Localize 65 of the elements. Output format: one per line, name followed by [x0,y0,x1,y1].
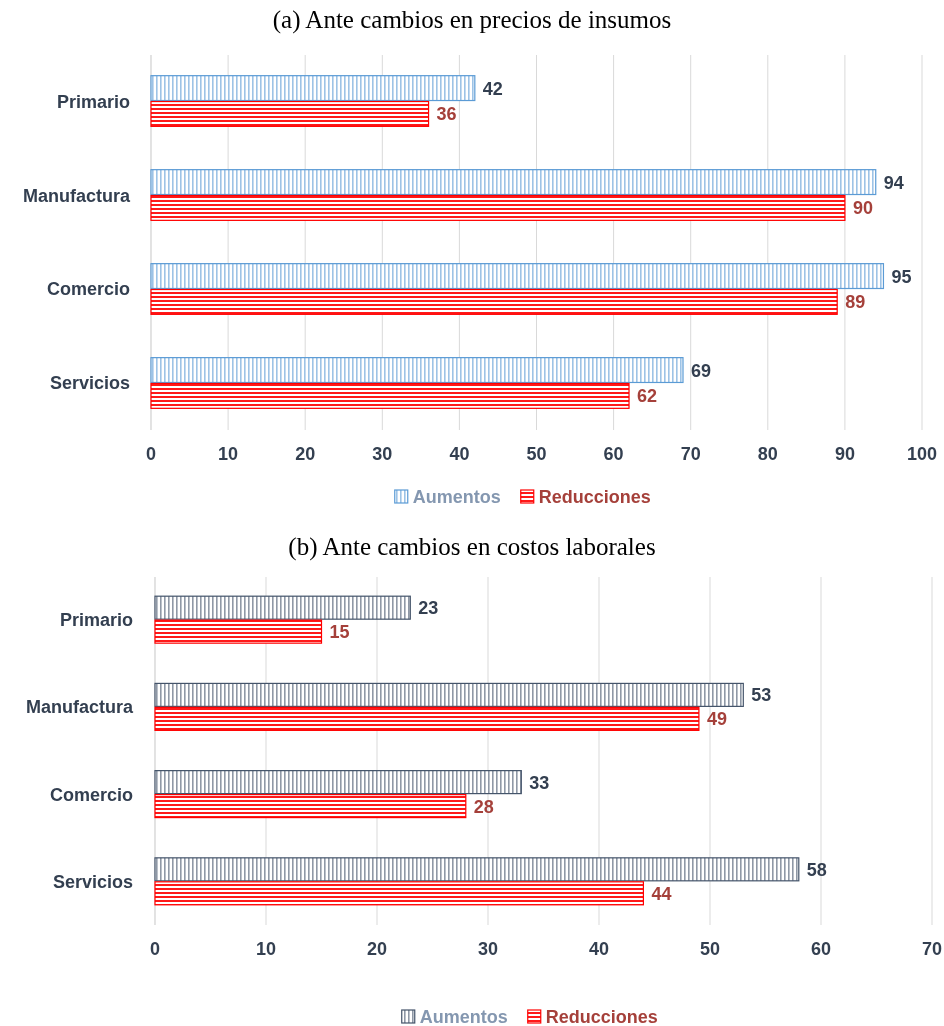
x-tick-label: 10 [218,444,239,464]
data-label: 28 [473,796,494,817]
legend-label: Reducciones [538,487,651,507]
y-tick-label: Servicios [52,871,133,892]
data-label: 15 [329,622,350,643]
x-tick-label: 90 [834,444,855,464]
legend-label: Aumentos [419,1007,508,1026]
data-label: 53 [751,685,772,706]
x-tick-label: 30 [372,444,393,464]
x-tick-label: 50 [699,939,721,959]
y-tick-label: Servicios [49,373,130,394]
bar [154,619,323,644]
bar [154,595,411,620]
bar [154,881,644,906]
x-tick-label: 0 [149,939,161,959]
x-tick-label: 80 [757,444,778,464]
legend-label: Aumentos [412,487,501,507]
y-tick-label: Primario [59,610,133,631]
bar [150,263,885,290]
bar [154,682,744,707]
x-tick-label: 60 [603,444,624,464]
data-label: 95 [891,266,912,287]
bar [150,194,846,221]
x-tick-label: 70 [921,939,943,959]
data-label: 23 [418,598,439,619]
x-tick-label: 40 [588,939,610,959]
x-tick-label: 20 [295,444,316,464]
bar [150,75,476,102]
bar [150,382,630,409]
y-tick-label: Comercio [46,279,130,300]
y-tick-label: Primario [56,91,130,112]
data-label: 33 [529,772,550,793]
data-label: 90 [852,198,873,219]
data-label: 58 [806,859,827,880]
x-tick-label: 20 [366,939,388,959]
x-tick-label: 0 [145,444,157,464]
x-tick-label: 70 [680,444,701,464]
x-tick-label: 30 [477,939,499,959]
data-label: 89 [845,292,866,313]
x-tick-label: 40 [449,444,470,464]
data-label: 94 [883,172,904,193]
data-label: 36 [436,104,457,125]
chart-title: (a) Ante cambios en precios de insumos [272,6,672,34]
x-tick-label: 60 [810,939,832,959]
bar [150,357,684,384]
y-tick-label: Manufactura [25,697,134,718]
data-label: 42 [482,78,503,99]
data-label: 44 [651,883,672,904]
y-tick-label: Manufactura [22,185,131,206]
data-label: 49 [706,709,727,730]
bar [150,100,430,127]
bar [154,706,700,731]
bar [150,288,838,315]
x-tick-label: 50 [526,444,547,464]
chart-title: (b) Ante cambios en costos laborales [288,533,656,561]
bar [154,794,467,819]
legend-label: Reducciones [545,1007,658,1026]
x-tick-label: 100 [906,444,938,464]
y-tick-label: Comercio [49,784,133,805]
data-label: 62 [637,386,658,407]
bar [154,770,522,795]
x-tick-label: 10 [255,939,277,959]
data-label: 69 [690,360,712,381]
bar [150,169,877,196]
bar [154,857,800,882]
